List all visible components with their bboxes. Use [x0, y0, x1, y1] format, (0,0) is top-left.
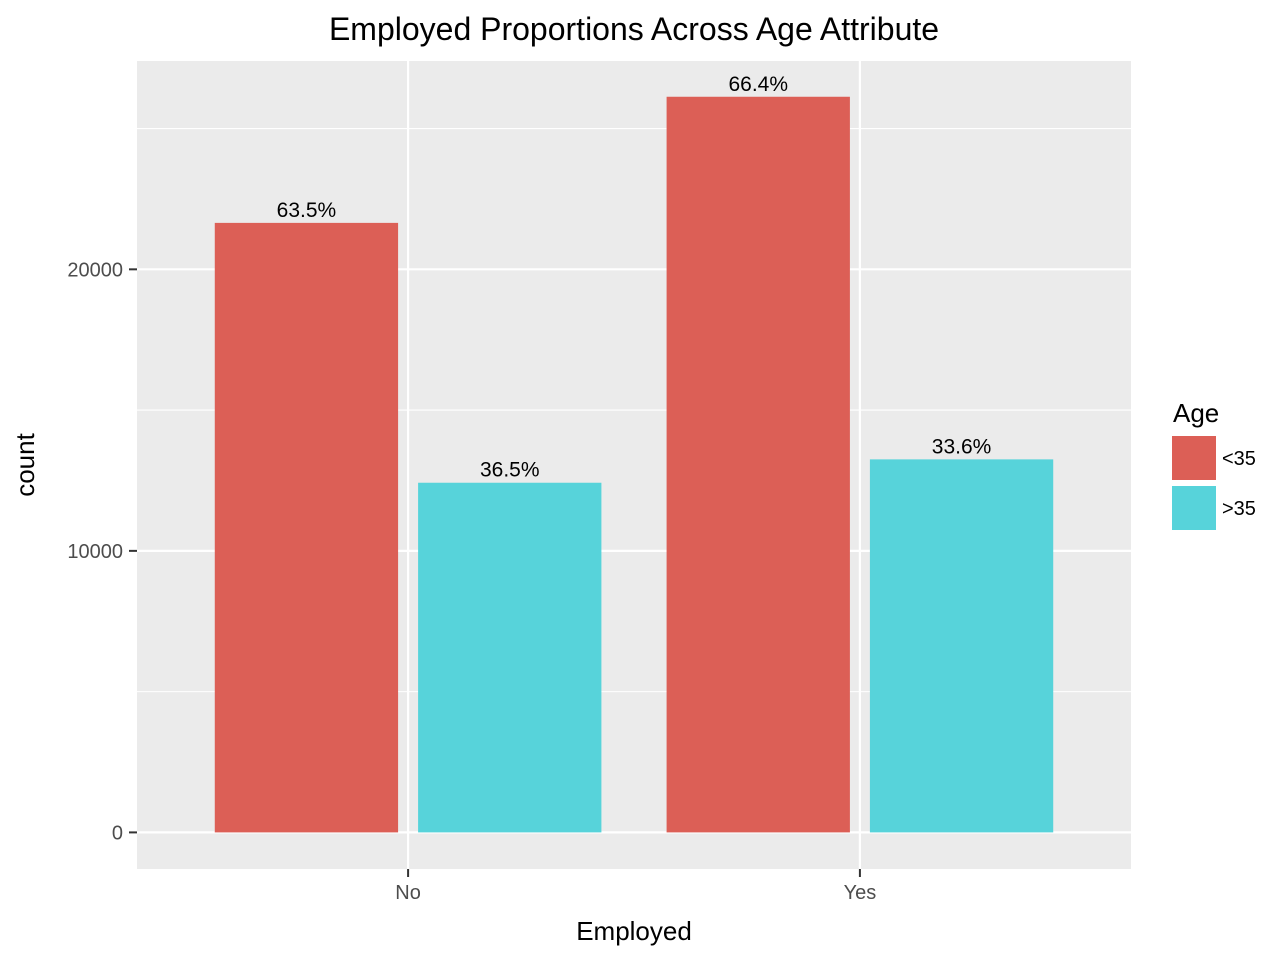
x-axis: No Yes	[395, 869, 876, 904]
y-tick-label: 20000	[67, 259, 123, 281]
legend: Age <35 >35	[1172, 398, 1256, 530]
data-labels: 63.5% 36.5% 66.4% 33.6%	[277, 73, 992, 482]
chart-title: Employed Proportions Across Age Attribut…	[329, 11, 939, 47]
bar	[418, 482, 602, 833]
bars	[214, 96, 1054, 833]
bar-value-label: 36.5%	[480, 459, 540, 482]
bar-value-label: 33.6%	[932, 435, 992, 458]
legend-label: >35	[1222, 498, 1256, 520]
y-tick-label: 0	[112, 822, 123, 844]
y-axis: 0 10000 20000	[67, 259, 137, 844]
legend-key	[1172, 436, 1216, 480]
bar	[869, 459, 1054, 833]
x-tick-label: Yes	[844, 882, 877, 904]
bar	[666, 96, 850, 833]
bar-value-label: 63.5%	[277, 199, 337, 222]
legend-key	[1172, 486, 1216, 530]
legend-label: <35	[1222, 448, 1256, 470]
bar	[214, 222, 399, 833]
x-tick-label: No	[395, 882, 421, 904]
bar-value-label: 66.4%	[728, 73, 788, 96]
y-tick-label: 10000	[67, 541, 123, 563]
legend-title: Age	[1173, 398, 1219, 428]
y-axis-title: count	[10, 432, 40, 496]
x-axis-title: Employed	[576, 916, 692, 946]
